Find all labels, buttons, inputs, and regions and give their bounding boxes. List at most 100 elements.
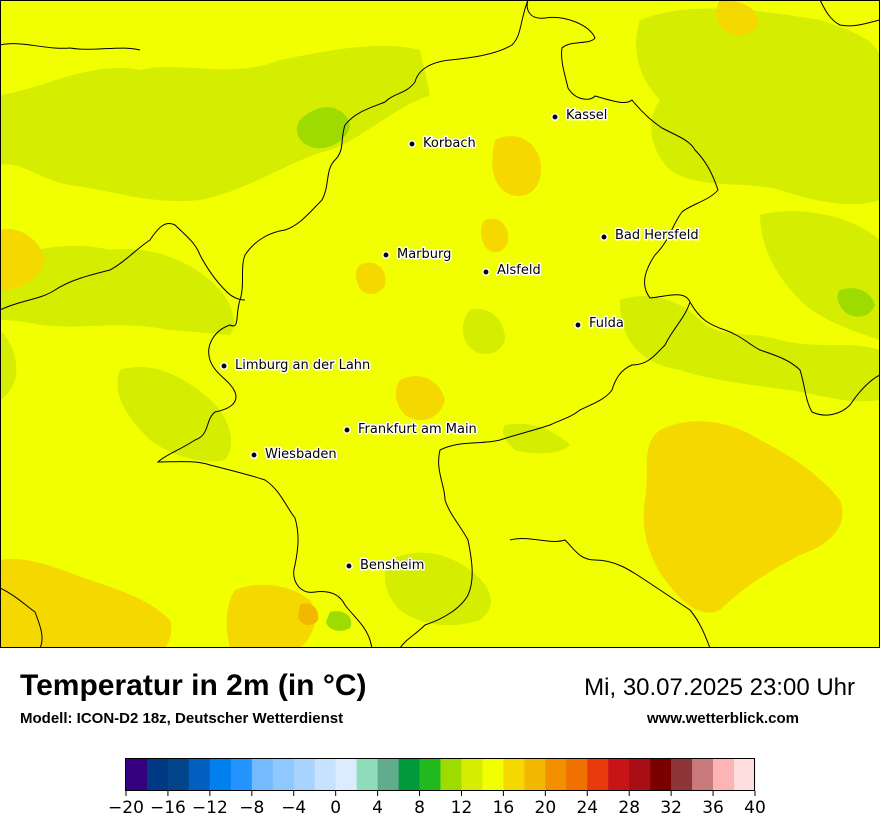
color-legend: −20 −16 −12 −8 −4 0 4 8 12 16 20 24 28 32 36 40 xyxy=(108,758,766,818)
legend-swatch xyxy=(272,759,295,791)
legend-swatch xyxy=(734,759,756,791)
warm-area xyxy=(643,421,843,613)
state-borders xyxy=(0,0,880,648)
city-marker-marburg: Marburg xyxy=(382,246,453,264)
temperature-map: Kassel Korbach Bad Hersfeld Marburg Alsf… xyxy=(0,0,880,648)
city-label-limburg: Limburg an der Lahn xyxy=(235,358,370,373)
cold-spot xyxy=(296,107,350,149)
legend-swatch xyxy=(524,759,546,791)
legend-tick-label: 12 xyxy=(451,798,473,818)
warm-area xyxy=(355,262,386,295)
legend-swatch xyxy=(167,759,190,791)
legend-tick-label: −4 xyxy=(281,798,306,818)
cold-spot xyxy=(326,611,352,631)
legend-tick-label: 0 xyxy=(330,798,341,818)
legend-tick-label: 36 xyxy=(702,798,724,818)
hesse-border xyxy=(156,0,529,648)
forecast-datetime: Mi, 30.07.2025 23:00 Uhr xyxy=(584,674,855,701)
temperature-field xyxy=(0,0,880,648)
warm-area xyxy=(395,376,445,420)
state-border xyxy=(819,0,880,27)
legend-swatch xyxy=(503,759,525,791)
legend-swatch xyxy=(440,759,462,791)
map-title: Temperatur in 2m (in °C) xyxy=(20,669,367,702)
legend-swatch xyxy=(356,759,378,791)
legend-tick-label: 16 xyxy=(493,798,515,818)
city-label-kassel: Kassel xyxy=(566,108,607,123)
legend-swatch xyxy=(293,759,315,791)
state-border xyxy=(0,223,246,311)
legend-swatch xyxy=(545,759,567,791)
state-border xyxy=(689,301,880,416)
legend-swatch xyxy=(230,759,253,791)
cool-area xyxy=(0,45,430,202)
warm-area xyxy=(0,229,45,290)
legend-swatch xyxy=(671,759,693,791)
legend-swatch xyxy=(377,759,399,791)
legend-swatch xyxy=(629,759,651,791)
cool-area xyxy=(636,8,880,205)
city-marker-kassel: Kassel xyxy=(551,107,609,125)
cool-area xyxy=(384,552,491,626)
city-label-alsfeld: Alsfeld xyxy=(497,263,541,278)
legend-ticks: −20 −16 −12 −8 −4 0 4 8 12 16 20 24 28 32 36 40 xyxy=(108,791,766,818)
city-label-wiesbaden: Wiesbaden xyxy=(265,447,337,462)
city-label-frankfurt: Frankfurt am Main xyxy=(358,422,477,437)
legend-tick-label: 32 xyxy=(660,798,682,818)
legend-tick-label: −20 xyxy=(108,798,144,818)
state-border xyxy=(0,587,43,648)
legend-swatch xyxy=(587,759,609,791)
legend-swatch xyxy=(713,759,735,791)
legend-swatch xyxy=(146,759,169,791)
hot-spot xyxy=(298,603,319,626)
legend-swatch xyxy=(461,759,483,791)
cool-area xyxy=(620,296,880,402)
cool-area xyxy=(503,423,570,454)
legend-swatch xyxy=(692,759,714,791)
legend-swatch xyxy=(566,759,588,791)
city-markers: Kassel Korbach Bad Hersfeld Marburg Alsf… xyxy=(220,107,700,575)
city-marker-alsfeld: Alsfeld xyxy=(482,262,542,280)
legend-tick-label: −12 xyxy=(192,798,228,818)
city-label-marburg: Marburg xyxy=(397,247,451,262)
warm-area xyxy=(481,218,509,253)
legend-swatch xyxy=(188,759,211,791)
warm-area xyxy=(226,584,316,648)
legend-tick-label: 4 xyxy=(372,798,383,818)
cool-area xyxy=(0,245,235,335)
warm-area xyxy=(0,559,172,648)
legend-swatch xyxy=(398,759,420,791)
legend-tick-label: 40 xyxy=(744,798,766,818)
city-label-bensheim: Bensheim xyxy=(360,558,424,573)
legend-swatches xyxy=(126,759,756,791)
state-border xyxy=(509,538,711,648)
city-label-korbach: Korbach xyxy=(423,136,476,151)
legend-tick-label: 20 xyxy=(535,798,557,818)
city-marker-fulda: Fulda xyxy=(574,315,625,333)
hesse-border xyxy=(399,0,719,648)
legend-tick-label: −8 xyxy=(239,798,264,818)
legend-swatch xyxy=(482,759,504,791)
legend-swatch xyxy=(251,759,274,791)
warm-area xyxy=(492,136,541,196)
legend-tick-label: 24 xyxy=(576,798,598,818)
legend-swatch xyxy=(335,759,357,791)
cool-area xyxy=(462,309,505,355)
state-border xyxy=(0,43,141,51)
legend-swatch xyxy=(419,759,441,791)
legend-swatch xyxy=(209,759,232,791)
legend-swatch xyxy=(126,759,148,791)
warm-area xyxy=(716,0,759,36)
city-marker-bad-hersfeld: Bad Hersfeld xyxy=(600,227,700,245)
website-link[interactable]: www.wetterblick.com xyxy=(647,710,799,727)
city-label-fulda: Fulda xyxy=(589,316,624,331)
legend-frame xyxy=(125,758,755,791)
model-info: Modell: ICON-D2 18z, Deutscher Wetterdie… xyxy=(20,710,344,727)
city-label-bad-hersfeld: Bad Hersfeld xyxy=(615,228,699,243)
city-marker-bensheim: Bensheim xyxy=(345,557,426,575)
legend-tick-label: 28 xyxy=(618,798,640,818)
legend-tick-label: 8 xyxy=(414,798,425,818)
legend-swatch xyxy=(314,759,336,791)
cool-area xyxy=(117,366,232,462)
city-marker-korbach: Korbach xyxy=(408,135,477,153)
